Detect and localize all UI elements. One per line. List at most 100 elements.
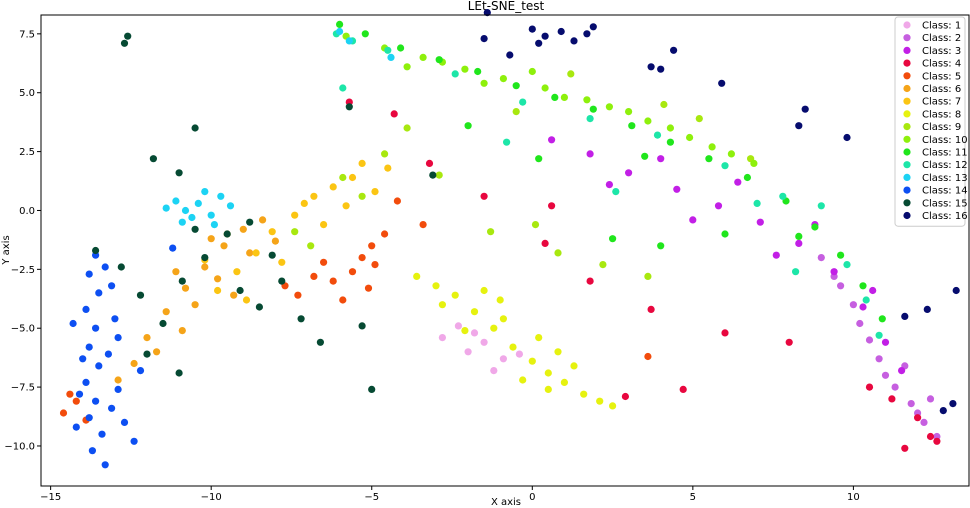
legend-marker <box>903 72 911 80</box>
data-point <box>358 192 366 200</box>
data-point <box>159 319 167 328</box>
y-axis-title: Y axis <box>1 235 12 265</box>
data-point <box>509 343 517 351</box>
data-point <box>66 390 74 398</box>
x-tick-label: 10 <box>847 492 860 503</box>
data-point <box>837 251 845 259</box>
data-point <box>393 197 401 205</box>
data-point <box>891 383 899 391</box>
data-point <box>795 232 803 240</box>
data-point <box>82 378 90 386</box>
data-point <box>194 199 202 207</box>
data-point <box>339 173 347 182</box>
data-point <box>175 169 183 177</box>
data-point <box>191 124 199 132</box>
data-point <box>679 385 687 393</box>
data-point <box>625 108 633 116</box>
data-point <box>843 133 851 142</box>
data-point <box>512 108 520 116</box>
x-tick-label: −5 <box>364 492 379 503</box>
data-point <box>817 202 825 210</box>
legend-marker <box>903 97 911 105</box>
data-point <box>233 268 241 276</box>
data-point <box>438 334 446 342</box>
data-point <box>487 228 495 236</box>
data-point <box>499 355 507 363</box>
data-point <box>878 315 886 323</box>
data-point <box>753 199 761 207</box>
data-point <box>114 334 122 342</box>
data-point <box>548 136 556 144</box>
data-point <box>589 23 597 31</box>
legend-marker <box>903 21 911 29</box>
data-point <box>201 263 209 271</box>
data-point <box>384 46 392 54</box>
data-point <box>589 105 597 113</box>
data-point <box>795 239 803 247</box>
data-point <box>480 35 488 43</box>
data-point <box>454 322 462 330</box>
data-point <box>143 334 151 342</box>
data-point <box>461 65 469 73</box>
data-point <box>695 115 703 123</box>
data-point <box>451 70 459 78</box>
data-point <box>403 63 411 71</box>
data-point <box>403 124 411 132</box>
data-point <box>85 270 93 278</box>
data-point <box>432 282 440 290</box>
data-point <box>178 327 186 335</box>
data-point <box>657 242 665 250</box>
y-tick-label: 7.5 <box>19 29 35 40</box>
legend-label: Class: 11 <box>922 148 968 159</box>
data-point <box>865 336 874 344</box>
data-point <box>85 343 93 351</box>
data-point <box>952 286 960 295</box>
data-point <box>307 242 315 250</box>
data-point <box>535 155 543 163</box>
legend-marker <box>903 161 911 169</box>
data-point <box>673 185 681 193</box>
data-point <box>480 338 488 346</box>
legend-marker <box>903 135 911 143</box>
data-point <box>519 376 527 384</box>
data-point <box>435 171 443 179</box>
data-point <box>348 173 357 182</box>
data-point <box>320 258 328 266</box>
data-point <box>75 390 84 398</box>
data-point <box>474 67 482 76</box>
legend-marker <box>903 46 911 55</box>
data-point <box>714 202 723 210</box>
legend-label: Class: 9 <box>922 122 961 133</box>
data-point <box>435 56 443 64</box>
data-point <box>259 216 267 224</box>
data-point <box>111 315 119 323</box>
data-point <box>612 188 620 196</box>
data-point <box>743 173 752 182</box>
legend-marker <box>903 173 911 181</box>
data-point <box>236 286 244 295</box>
data-point <box>172 197 180 205</box>
y-tick-label: −7.5 <box>11 383 35 394</box>
y-tick-label: −5.0 <box>11 324 35 335</box>
data-point <box>92 397 100 405</box>
legend-marker <box>903 199 911 207</box>
data-point <box>470 308 479 316</box>
data-point <box>496 296 504 304</box>
legend-label: Class: 12 <box>922 160 968 171</box>
data-point <box>599 261 607 269</box>
data-point <box>625 169 633 177</box>
data-point <box>843 261 851 269</box>
data-point <box>548 202 556 210</box>
data-point <box>914 414 922 422</box>
data-point <box>541 84 549 92</box>
data-point <box>644 117 652 125</box>
data-point <box>368 385 376 393</box>
data-point <box>217 192 225 200</box>
data-point <box>108 404 116 412</box>
data-point <box>470 329 479 337</box>
data-point <box>567 70 575 78</box>
data-point <box>480 286 488 295</box>
data-point <box>358 159 366 167</box>
data-point <box>949 400 957 408</box>
data-point <box>881 338 890 346</box>
